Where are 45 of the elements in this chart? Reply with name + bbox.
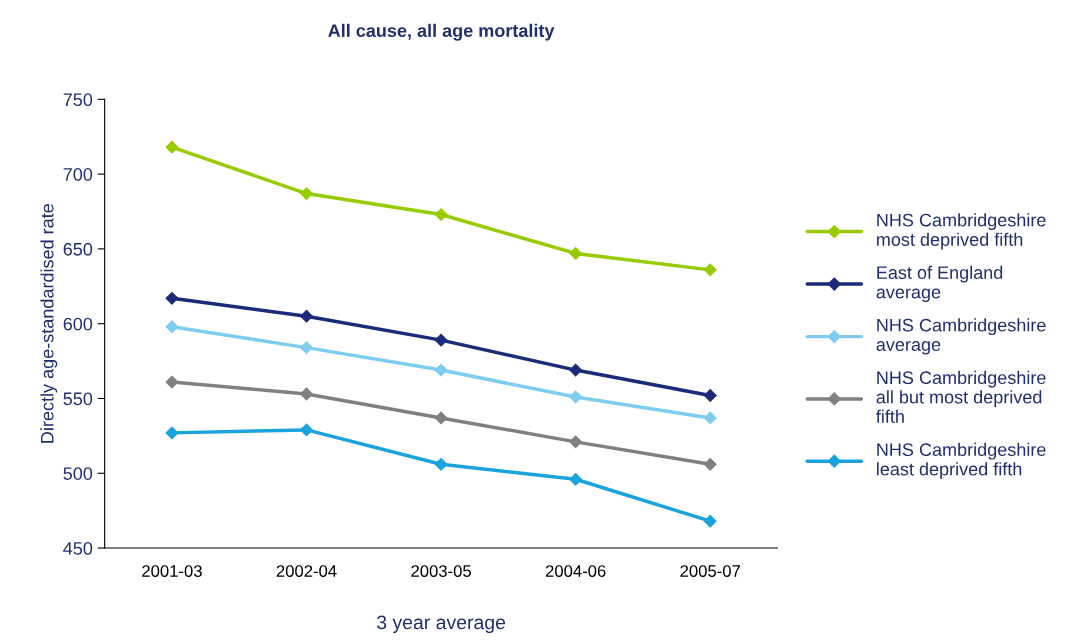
point bbox=[300, 423, 313, 437]
point bbox=[434, 363, 448, 377]
y-tick-label: 700 bbox=[63, 168, 93, 181]
x-tick-label: 2005-07 bbox=[680, 565, 740, 577]
x-tick-label: 2002-04 bbox=[276, 565, 337, 577]
point bbox=[569, 390, 583, 404]
legend-label: NHS Cambridgeshire least deprived fifth bbox=[877, 442, 1046, 480]
x-tick-label: 2001-03 bbox=[142, 565, 202, 577]
legend-label: NHS Cambridgeshire all but most deprived fifth bbox=[876, 370, 1046, 423]
y-tick-label: 650 bbox=[63, 242, 93, 256]
chart-title: All cause, all age mortality bbox=[328, 23, 555, 41]
point bbox=[434, 457, 448, 471]
point bbox=[300, 341, 313, 355]
y-tick-label: 600 bbox=[63, 317, 93, 331]
point bbox=[434, 333, 448, 347]
point bbox=[300, 309, 313, 323]
point bbox=[569, 435, 583, 449]
y-tick-label: 750 bbox=[63, 93, 93, 107]
point bbox=[165, 291, 179, 305]
x-tick-label: 2004-06 bbox=[545, 565, 606, 577]
legend-label: East of England average bbox=[876, 265, 1003, 303]
y-axis-title: Directly age-standardised rate bbox=[40, 204, 58, 443]
point bbox=[703, 457, 717, 471]
legend-label: NHS Cambridgeshire average bbox=[876, 318, 1046, 355]
point bbox=[165, 140, 179, 154]
point bbox=[703, 263, 717, 277]
point bbox=[703, 411, 717, 425]
point bbox=[434, 208, 448, 221]
point bbox=[165, 375, 179, 389]
x-tick-label: 2003-05 bbox=[411, 565, 471, 577]
point bbox=[300, 387, 313, 401]
point bbox=[703, 514, 717, 528]
x-axis-title: 3 year average bbox=[376, 615, 506, 634]
y-tick-label: 450 bbox=[63, 541, 93, 555]
point bbox=[300, 187, 313, 200]
point bbox=[569, 363, 583, 377]
point bbox=[434, 411, 448, 425]
point bbox=[569, 247, 583, 260]
point bbox=[165, 320, 179, 334]
point bbox=[703, 389, 717, 402]
point bbox=[569, 472, 583, 486]
y-tick-label: 550 bbox=[63, 392, 93, 406]
point bbox=[165, 426, 179, 440]
legend-label: NHS Cambridgeshire most deprived fifth bbox=[877, 213, 1046, 250]
y-tick-label: 500 bbox=[63, 467, 93, 480]
